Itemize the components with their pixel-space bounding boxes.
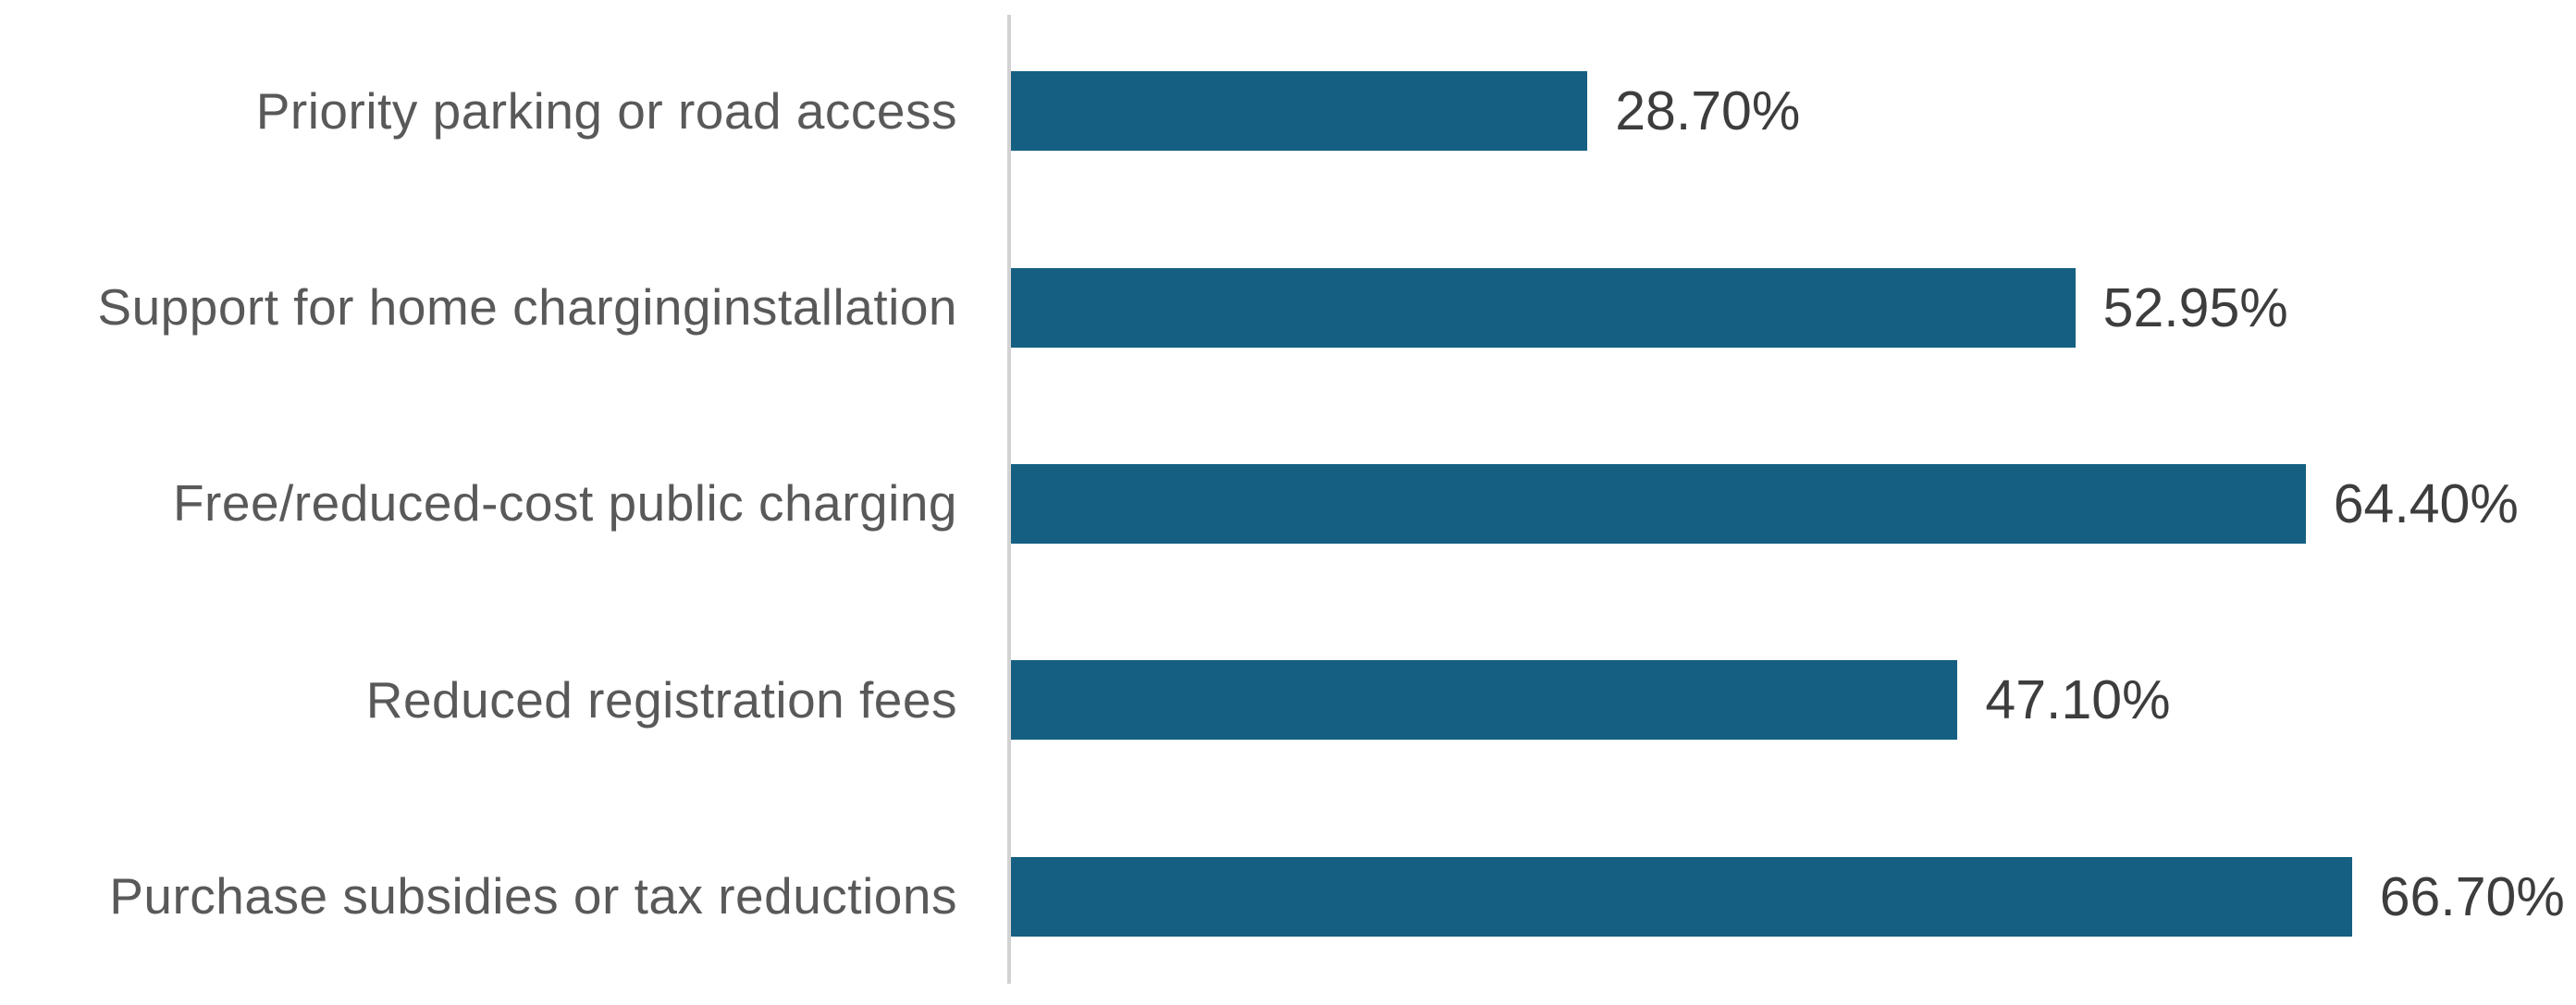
- category-label: Free/reduced-cost public charging: [172, 474, 957, 533]
- bar: [1010, 856, 2352, 937]
- bar: [1010, 464, 2306, 545]
- bar-area: 64.40%: [1010, 406, 2576, 602]
- chart-row: Support for home charginginstallation 52…: [0, 209, 2576, 405]
- category-label: Purchase subsidies or tax reductions: [109, 867, 957, 925]
- value-label: 52.95%: [2102, 276, 2288, 338]
- value-label: 47.10%: [1985, 669, 2171, 731]
- bar: [1010, 660, 1958, 741]
- bar: [1010, 267, 2076, 348]
- bar: [1010, 71, 1588, 152]
- chart-row: Free/reduced-cost public charging 64.40%: [0, 406, 2576, 602]
- value-label: 64.40%: [2333, 473, 2519, 535]
- bar-area: 52.95%: [1010, 209, 2576, 405]
- value-label: 28.70%: [1615, 80, 1801, 142]
- chart-row: Priority parking or road access 28.70%: [0, 13, 2576, 209]
- category-label: Priority parking or road access: [255, 81, 957, 140]
- y-axis-line: [1007, 15, 1011, 984]
- bar-area: 28.70%: [1010, 13, 2576, 209]
- bar-area: 47.10%: [1010, 602, 2576, 798]
- bar-area: 66.70%: [1010, 799, 2576, 995]
- category-label: Support for home charginginstallation: [97, 277, 957, 336]
- chart-row: Reduced registration fees 47.10%: [0, 602, 2576, 798]
- value-label: 66.70%: [2379, 865, 2565, 927]
- chart-row: Purchase subsidies or tax reductions 66.…: [0, 799, 2576, 995]
- category-label: Reduced registration fees: [365, 670, 957, 729]
- plot-area: Priority parking or road access 28.70% S…: [0, 13, 2576, 995]
